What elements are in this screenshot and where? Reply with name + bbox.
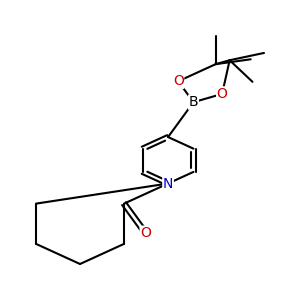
Text: O: O [140,226,151,240]
Text: N: N [163,176,173,190]
Text: O: O [217,87,228,101]
Text: B: B [189,95,198,109]
Text: O: O [173,74,184,88]
